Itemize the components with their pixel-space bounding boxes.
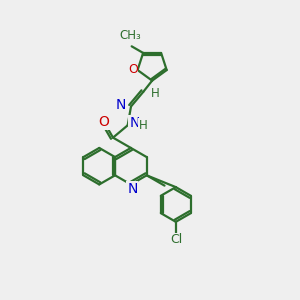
Text: H: H xyxy=(139,119,148,132)
Text: CH₃: CH₃ xyxy=(119,29,141,42)
Text: N: N xyxy=(115,98,126,112)
Text: N: N xyxy=(127,182,137,196)
Text: H: H xyxy=(151,87,159,100)
Text: N: N xyxy=(129,116,140,130)
Text: Cl: Cl xyxy=(170,233,182,246)
Text: O: O xyxy=(128,63,138,76)
Text: O: O xyxy=(98,115,109,129)
